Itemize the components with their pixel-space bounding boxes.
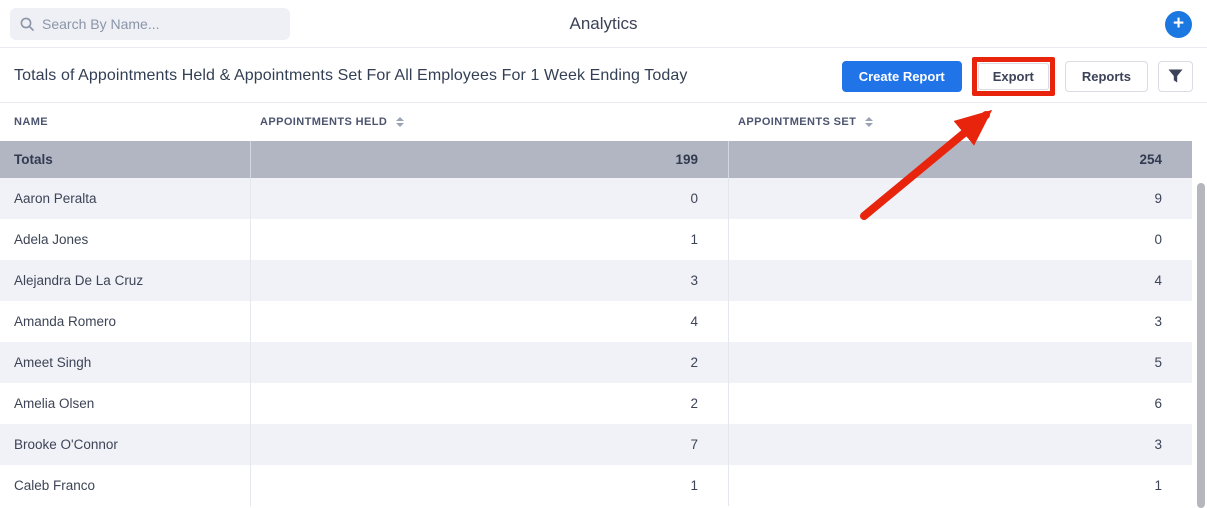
cell-held: 7 (250, 424, 728, 465)
table-header-row: NAME APPOINTMENTS HELD APPOINTMENTS SET (0, 103, 1192, 141)
cell-held: 1 (250, 219, 728, 260)
column-header-appointments-held[interactable]: APPOINTMENTS HELD (250, 116, 728, 128)
cell-set: 3 (728, 424, 1192, 465)
cell-name: Aaron Peralta (14, 191, 97, 206)
totals-row: Totals 199 254 (0, 141, 1192, 178)
table-row: Alejandra De La Cruz 3 4 (0, 260, 1192, 301)
vertical-scrollbar[interactable] (1197, 183, 1205, 508)
table-row: Adela Jones 1 0 (0, 219, 1192, 260)
column-header-appointments-set[interactable]: APPOINTMENTS SET (728, 116, 1192, 128)
filter-button[interactable] (1158, 60, 1193, 92)
table-row: Amanda Romero 4 3 (0, 301, 1192, 342)
cell-held: 3 (250, 260, 728, 301)
create-report-button[interactable]: Create Report (841, 60, 962, 92)
search-icon (20, 17, 34, 31)
filter-icon (1168, 69, 1183, 83)
cell-name: Alejandra De La Cruz (14, 273, 144, 288)
cell-set: 4 (728, 260, 1192, 301)
toolbar-actions: Create Report Export Reports (841, 49, 1193, 103)
cell-name: Amanda Romero (14, 314, 117, 329)
cell-name: Brooke O'Connor (14, 437, 118, 452)
totals-label: Totals (14, 152, 53, 167)
report-title: Totals of Appointments Held & Appointmen… (14, 67, 688, 84)
totals-held-value: 199 (250, 141, 728, 178)
top-bar: Analytics + (0, 0, 1207, 48)
table-row: Caleb Franco 1 1 (0, 465, 1192, 506)
cell-set: 5 (728, 342, 1192, 383)
cell-set: 3 (728, 301, 1192, 342)
cell-set: 1 (728, 465, 1192, 506)
cell-name: Ameet Singh (14, 355, 92, 370)
cell-held: 0 (250, 178, 728, 219)
cell-name: Amelia Olsen (14, 396, 95, 411)
cell-held: 1 (250, 465, 728, 506)
cell-set: 9 (728, 178, 1192, 219)
table-row: Amelia Olsen 2 6 (0, 383, 1192, 424)
report-toolbar: Totals of Appointments Held & Appointmen… (0, 49, 1207, 103)
cell-name: Caleb Franco (14, 478, 96, 493)
totals-set-value: 254 (728, 141, 1192, 178)
search-box[interactable] (10, 8, 290, 40)
cell-set: 6 (728, 383, 1192, 424)
cell-held: 4 (250, 301, 728, 342)
cell-name: Adela Jones (14, 232, 89, 247)
column-header-name: NAME (14, 116, 48, 128)
add-button[interactable]: + (1165, 11, 1192, 38)
reports-button[interactable]: Reports (1064, 60, 1148, 92)
cell-held: 2 (250, 383, 728, 424)
cell-held: 2 (250, 342, 728, 383)
table-row: Aaron Peralta 0 9 (0, 178, 1192, 219)
table-row: Brooke O'Connor 7 3 (0, 424, 1192, 465)
table-row: Ameet Singh 2 5 (0, 342, 1192, 383)
table-body: Aaron Peralta 0 9 Adela Jones 1 0 Alejan… (0, 178, 1192, 506)
export-button[interactable]: Export (977, 62, 1049, 90)
plus-icon: + (1172, 13, 1185, 34)
search-input[interactable] (42, 16, 280, 32)
cell-set: 0 (728, 219, 1192, 260)
annotation-highlight-box: Export (971, 56, 1055, 96)
sort-icon[interactable] (396, 117, 405, 127)
sort-icon[interactable] (865, 117, 874, 127)
